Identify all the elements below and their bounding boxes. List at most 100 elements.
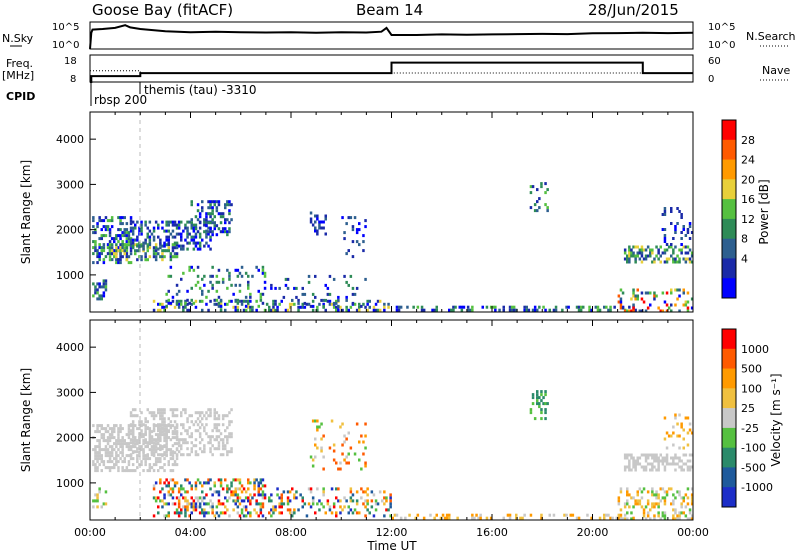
data-cell	[205, 220, 208, 224]
data-cell	[230, 484, 233, 488]
data-cell	[544, 191, 547, 195]
data-cell	[527, 308, 531, 312]
data-cell	[142, 448, 145, 452]
data-cell	[154, 460, 158, 464]
data-cell	[177, 226, 181, 230]
data-cell	[680, 459, 683, 463]
data-cell	[328, 274, 332, 278]
data-cell	[226, 508, 229, 512]
data-cell	[209, 435, 212, 439]
data-cell	[678, 446, 681, 450]
data-cell	[324, 232, 327, 236]
data-cell	[148, 466, 152, 470]
data-cell	[175, 447, 179, 451]
data-cell	[184, 441, 187, 445]
data-cell	[92, 231, 95, 235]
data-cell	[320, 446, 323, 450]
data-cell	[540, 411, 543, 415]
data-cell	[332, 443, 336, 447]
data-cell	[684, 251, 688, 255]
data-cell	[230, 432, 233, 436]
data-cell	[184, 301, 187, 305]
data-cell	[253, 493, 256, 497]
data-cell	[640, 496, 644, 500]
data-cell	[230, 481, 233, 485]
data-cell	[173, 305, 177, 309]
data-cell	[161, 430, 164, 434]
data-cell	[106, 219, 110, 223]
data-cell	[282, 502, 286, 506]
power-colorbar-tick: 28	[741, 134, 755, 147]
data-cell	[332, 458, 336, 462]
data-cell	[203, 508, 206, 512]
data-cell	[322, 298, 325, 302]
data-cell	[198, 241, 202, 245]
data-cell	[247, 301, 250, 305]
data-cell	[98, 445, 101, 449]
data-cell	[207, 232, 210, 236]
data-cell	[115, 258, 118, 262]
data-cell	[335, 496, 338, 500]
data-cell	[672, 257, 675, 261]
data-cell	[351, 225, 355, 229]
data-cell	[429, 513, 432, 517]
data-cell	[542, 396, 545, 400]
data-cell	[148, 243, 152, 247]
data-cell	[165, 249, 168, 253]
data-cell	[316, 229, 319, 233]
data-cell	[205, 241, 208, 245]
data-cell	[219, 308, 223, 312]
data-cell	[131, 429, 135, 433]
data-cell	[521, 516, 524, 520]
data-cell	[94, 451, 97, 455]
data-cell	[196, 453, 200, 457]
data-cell	[663, 213, 667, 216]
data-cell	[98, 258, 101, 262]
data-cell	[284, 308, 288, 312]
data-cell	[240, 484, 244, 488]
data-cell	[688, 428, 692, 432]
data-cell	[163, 244, 166, 248]
data-cell	[154, 442, 158, 446]
data-cell	[152, 308, 156, 312]
data-cell	[255, 502, 258, 506]
data-cell	[316, 419, 319, 423]
data-cell	[131, 414, 135, 418]
data-cell	[221, 277, 225, 281]
data-cell	[119, 427, 122, 431]
data-cell	[613, 305, 616, 309]
data-cell	[217, 423, 221, 427]
data-cell	[184, 478, 187, 482]
data-cell	[291, 302, 294, 306]
data-cell	[219, 215, 223, 219]
data-cell	[121, 445, 124, 449]
data-cell	[119, 430, 122, 434]
data-cell	[228, 411, 231, 415]
data-cell	[184, 223, 187, 227]
data-cell	[632, 291, 635, 295]
data-cell	[192, 499, 196, 503]
data-cell	[194, 481, 198, 485]
data-cell	[686, 251, 690, 255]
data-cell	[672, 456, 675, 460]
data-cell	[598, 516, 602, 520]
data-cell	[131, 238, 135, 242]
data-cell	[626, 487, 629, 491]
data-cell	[226, 453, 229, 457]
data-cell	[154, 457, 158, 461]
data-cell	[96, 282, 99, 286]
data-cell	[232, 493, 235, 497]
data-cell	[311, 496, 315, 500]
data-cell	[688, 248, 692, 252]
data-cell	[244, 299, 248, 303]
data-cell	[657, 462, 660, 466]
data-cell	[244, 508, 248, 512]
data-cell	[291, 514, 294, 518]
data-cell	[184, 411, 187, 415]
data-cell	[261, 271, 265, 275]
data-cell	[144, 252, 147, 256]
data-cell	[106, 439, 110, 443]
data-cell	[676, 254, 679, 258]
data-cell	[115, 451, 118, 455]
data-cell	[286, 490, 290, 494]
